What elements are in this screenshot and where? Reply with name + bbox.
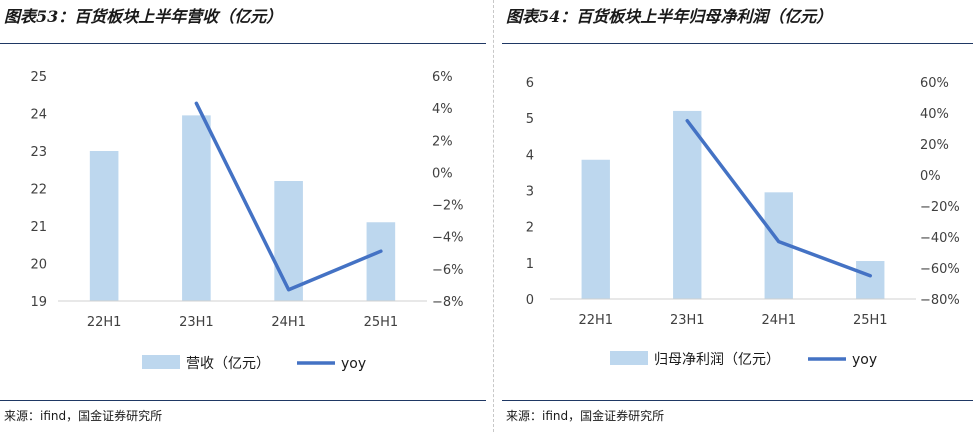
x-tick-label: 22H1 [578, 313, 613, 328]
bar [581, 159, 610, 299]
source-note: 来源：ifind，国金证券研究所 [506, 409, 665, 423]
y-right-tick-label: 60% [920, 76, 949, 91]
y-left-tick-label: 3 [526, 185, 534, 200]
y-left-tick-label: 20 [30, 258, 47, 273]
revenue-chart: 25 24 23 22 21 20 19 6% 4% 2% 0% −2% −4% −6% −8% 22H1 23… [30, 70, 464, 372]
title-rule [0, 43, 486, 44]
y-right-tick-label: −60% [920, 262, 960, 277]
y-right-tick-label: −8% [432, 295, 464, 310]
y-left-tick-label: 23 [30, 145, 47, 160]
x-tick-label: 23H1 [670, 313, 705, 328]
panel-divider [493, 0, 494, 432]
y-right-tick-label: 0% [920, 169, 941, 184]
y-right-tick-label: 2% [432, 134, 453, 149]
chart-panel-revenue: 图表53：百货板块上半年营收（亿元） 25 24 23 22 21 20 19 6% 4% 2% 0… [0, 0, 486, 432]
x-tick-label: 24H1 [761, 313, 796, 328]
y-left-tick-label: 0 [526, 293, 534, 308]
x-tick-label: 25H1 [853, 313, 888, 328]
chart-title: 图表53：百货板块上半年营收（亿元） [4, 7, 283, 26]
y-right-tick-label: 0% [432, 166, 453, 181]
x-tick-label: 25H1 [364, 315, 399, 330]
source-rule [502, 400, 973, 401]
title-rule [502, 43, 973, 44]
y-right-tick-label: −2% [432, 199, 464, 214]
legend-bar-label: 营收（亿元） [186, 356, 270, 372]
y-right-tick-label: −4% [432, 231, 464, 246]
legend-line-label: yoy [341, 356, 366, 372]
y-right-tick-label: 6% [432, 70, 453, 85]
bar [856, 261, 885, 299]
chart-panel-net-profit: 图表54：百货板块上半年归母净利润（亿元） 6 5 4 3 2 1 0 60% 40% 20% 0%… [502, 0, 973, 432]
y-left-tick-label: 21 [30, 220, 47, 235]
bar [673, 110, 702, 299]
y-left-tick-label: 4 [526, 148, 534, 163]
bar [274, 181, 303, 301]
x-tick-label: 23H1 [179, 315, 214, 330]
chart-title: 图表54：百货板块上半年归母净利润（亿元） [506, 7, 833, 26]
x-tick-label: 24H1 [271, 315, 306, 330]
y-right-tick-label: 40% [920, 107, 949, 122]
source-rule [0, 400, 486, 401]
legend-bar-label: 归母净利润（亿元） [654, 351, 780, 368]
bar [366, 222, 396, 301]
source-note: 来源：ifind，国金证券研究所 [4, 409, 163, 423]
y-left-tick-label: 2 [526, 221, 534, 236]
y-left-tick-label: 1 [526, 257, 534, 272]
y-left-tick-label: 24 [30, 108, 47, 123]
legend-line-label: yoy [852, 352, 877, 368]
y-right-tick-label: 4% [432, 102, 453, 117]
legend-bar-swatch [610, 351, 648, 365]
legend-bar-swatch [142, 355, 180, 369]
bar [182, 115, 211, 301]
y-right-tick-label: −20% [920, 200, 960, 215]
y-right-tick-label: 20% [920, 138, 949, 153]
x-tick-label: 22H1 [87, 315, 122, 330]
y-left-tick-label: 25 [30, 70, 47, 85]
y-left-tick-label: 22 [30, 183, 47, 198]
net-profit-chart: 6 5 4 3 2 1 0 60% 40% 20% 0% −20% −40% −60% −80% 22H1 23… [526, 76, 960, 368]
y-right-tick-label: −80% [920, 293, 960, 308]
y-right-tick-label: −6% [432, 263, 464, 278]
y-left-tick-label: 6 [526, 76, 534, 91]
y-left-tick-label: 5 [526, 112, 534, 127]
bar [89, 151, 119, 301]
y-right-tick-label: −40% [920, 231, 960, 246]
y-left-tick-label: 19 [30, 295, 47, 310]
